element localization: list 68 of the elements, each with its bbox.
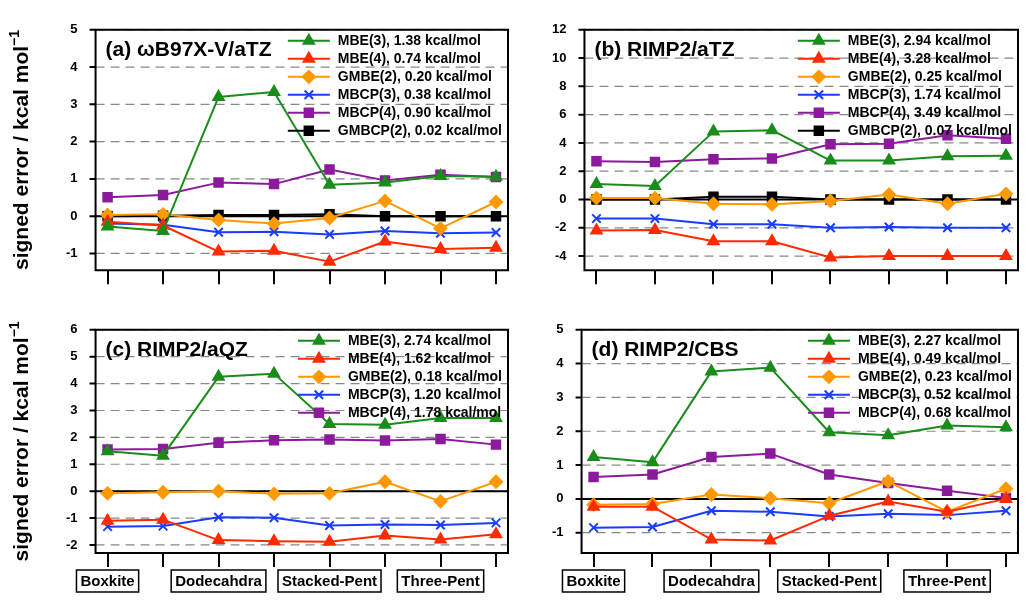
chart-title: (b) RIMP2/aTZ [594, 36, 735, 60]
legend-label: MBCP(4), 3.49 kcal/mol [847, 103, 1002, 120]
y-tick-label: 5 [70, 348, 78, 364]
y-tick-label: 8 [559, 77, 567, 93]
y-tick-label: 10 [551, 49, 567, 65]
y-tick-label: -2 [66, 536, 78, 552]
y-tick-label: 2 [556, 422, 564, 438]
y-tick-label: 4 [70, 375, 79, 391]
y-tick-label: 2 [70, 133, 78, 149]
chart-title: (a) ωB97X-V/aTZ [105, 36, 272, 60]
chart-title: (d) RIMP2/CBS [591, 336, 739, 360]
legend-label: MBE(3), 1.38 kcal/mol [337, 31, 482, 48]
y-tick-label: 0 [70, 207, 78, 223]
x-tick-label: Boxkite [566, 572, 621, 590]
chart-title: (c) RIMP2/aQZ [105, 336, 249, 360]
legend-label: MBE(4), 0.49 kcal/mol [857, 349, 1002, 366]
legend-label: GMBE(2), 0.23 kcal/mol [857, 367, 1013, 384]
y-tick-label: 2 [559, 162, 567, 178]
y-tick-label: -4 [554, 247, 568, 263]
x-tick-label: Three-Pent [907, 572, 987, 590]
y-tick-label: 3 [70, 402, 78, 418]
y-tick-label: 1 [70, 170, 78, 186]
x-tick-label: Stacked-Pent [781, 572, 877, 590]
y-tick-label: 1 [70, 455, 78, 471]
x-tick-label: Boxkite [80, 572, 135, 590]
legend-label: MBCP(3), 0.38 kcal/mol [337, 85, 492, 102]
y-tick-label: 6 [559, 106, 567, 122]
y-tick-label: 5 [70, 21, 78, 37]
legend-label: GMBCP(2), 0.02 kcal/mol [337, 121, 503, 138]
x-tick-label: Stacked-Pent [282, 572, 378, 590]
y-tick-label: 4 [559, 134, 568, 150]
x-tick-label: Three-Pent [401, 572, 480, 590]
legend-label: MBCP(3), 1.20 kcal/mol [347, 385, 502, 402]
y-tick-label: 6 [70, 321, 78, 337]
y-tick-label: 4 [556, 355, 565, 371]
y-tick-label: 5 [556, 321, 564, 337]
y-tick-label: -1 [66, 509, 78, 525]
legend-label: MBCP(3), 0.52 kcal/mol [857, 385, 1012, 402]
y-tick-label: 12 [551, 21, 567, 37]
y-tick-label: 0 [556, 490, 564, 506]
y-axis-title: signed error / kcal mol−1 [5, 29, 32, 271]
y-tick-label: 3 [556, 389, 564, 405]
y-tick-label: -1 [552, 524, 564, 540]
y-tick-label: 3 [70, 95, 78, 111]
y-tick-label: 0 [559, 191, 567, 207]
x-tick-label: Dodecahdra [175, 572, 263, 590]
legend-label: MBE(4), 3.28 kcal/mol [847, 49, 992, 66]
y-axis-title: signed error / kcal mol−1 [5, 321, 32, 562]
legend-label: MBE(4), 0.74 kcal/mol [337, 49, 482, 66]
legend-label: GMBE(2), 0.20 kcal/mol [337, 67, 492, 84]
y-tick-label: -2 [554, 219, 567, 235]
legend-label: MBCP(3), 1.74 kcal/mol [847, 85, 1002, 102]
legend-label: MBCP(4), 1.78 kcal/mol [347, 403, 502, 420]
x-tick-label: Dodecahdra [668, 572, 756, 590]
legend-label: MBE(3), 2.27 kcal/mol [857, 331, 1002, 348]
legend-label: MBE(3), 2.74 kcal/mol [347, 331, 492, 348]
legend-label: MBCP(4), 0.68 kcal/mol [857, 403, 1012, 420]
y-tick-label: -1 [66, 245, 78, 261]
legend-label: MBE(3), 2.94 kcal/mol [847, 31, 992, 48]
legend-label: GMBE(2), 0.18 kcal/mol [347, 367, 503, 384]
legend-label: MBE(4), 1.62 kcal/mol [347, 349, 492, 366]
y-tick-label: 1 [556, 456, 564, 472]
y-tick-label: 2 [70, 428, 78, 444]
y-tick-label: 4 [70, 58, 79, 74]
legend-label: GMBE(2), 0.25 kcal/mol [847, 67, 1002, 84]
legend-label: GMBCP(2), 0.07 kcal/mol [847, 121, 1013, 138]
y-tick-label: 0 [70, 482, 78, 498]
legend-label: MBCP(4), 0.90 kcal/mol [337, 103, 492, 120]
